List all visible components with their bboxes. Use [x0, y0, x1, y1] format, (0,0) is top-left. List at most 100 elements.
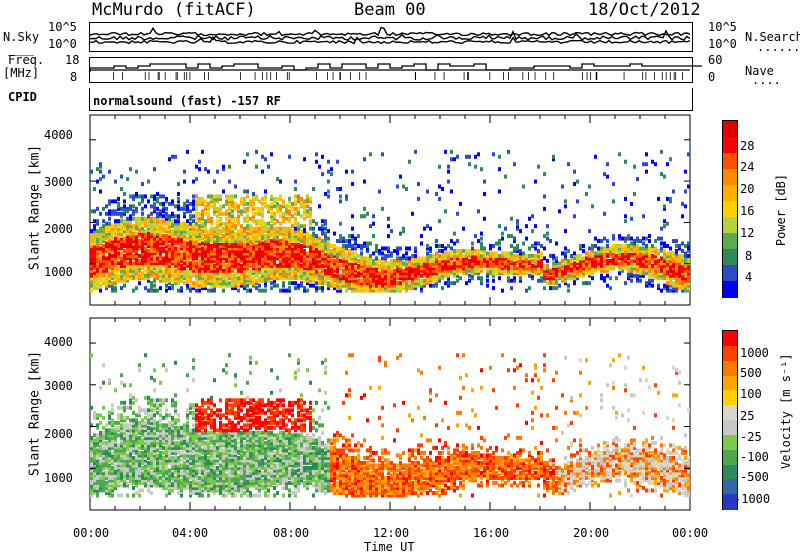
power-cell — [147, 268, 150, 273]
power-cell — [363, 179, 366, 184]
power-cell — [123, 191, 126, 196]
power-cell — [327, 273, 330, 278]
power-cell — [153, 221, 156, 226]
power-cell — [357, 266, 360, 271]
velocity-cell — [126, 473, 129, 478]
power-cell — [639, 263, 642, 268]
power-cell — [288, 261, 291, 266]
power-cell — [570, 261, 573, 266]
power-cell — [273, 236, 276, 241]
power-cell — [579, 244, 582, 248]
power-cell — [327, 194, 330, 199]
power-cell — [477, 266, 480, 271]
power-cell — [270, 226, 273, 231]
power-cell — [120, 234, 123, 239]
power-cell — [624, 261, 627, 266]
power-cell — [105, 263, 108, 268]
power-cell — [261, 226, 264, 231]
velocity-cell — [162, 400, 165, 405]
velocity-cell — [135, 443, 138, 448]
velocity-cell — [159, 430, 162, 435]
power-cell — [456, 258, 459, 263]
power-cell — [228, 251, 231, 256]
power-cell — [519, 261, 522, 266]
power-cell — [480, 281, 483, 286]
power-cell — [681, 273, 684, 278]
power-cell — [126, 231, 129, 236]
power-cell — [561, 266, 564, 271]
power-cell — [228, 164, 231, 169]
power-cell — [204, 244, 207, 248]
power-cell — [306, 266, 309, 271]
power-cell — [582, 266, 585, 271]
power-cell — [96, 253, 99, 258]
velocity-cell — [168, 478, 171, 483]
power-cell — [165, 246, 168, 251]
power-cell — [165, 214, 168, 219]
velocity-cell — [114, 485, 117, 490]
velocity-cell — [102, 363, 105, 368]
power-cell — [576, 268, 579, 273]
power-cell — [468, 251, 471, 256]
power-cell — [150, 241, 153, 246]
power-cell — [165, 226, 168, 231]
power-cell — [294, 256, 297, 261]
power-cell — [159, 211, 162, 216]
power-cell — [285, 241, 288, 246]
power-cell — [129, 263, 132, 268]
velocity-cell — [147, 473, 150, 478]
power-cell — [435, 256, 438, 261]
power-cell — [687, 248, 690, 253]
velocity-cell — [168, 453, 171, 458]
velocity-cell — [144, 453, 147, 458]
power-cell — [336, 256, 339, 261]
power-cell — [642, 258, 645, 263]
velocity-cell — [123, 480, 126, 485]
power-cell — [159, 224, 162, 229]
power-cell — [228, 256, 231, 261]
power-cell — [96, 206, 99, 211]
power-cell — [201, 209, 204, 214]
power-cell — [447, 278, 450, 283]
power-cell — [495, 258, 498, 263]
power-cell — [270, 201, 273, 206]
power-cell — [426, 276, 429, 281]
velocity-cell — [111, 468, 114, 473]
velocity-cell — [159, 483, 162, 488]
power-cell — [210, 221, 213, 226]
power-cell — [363, 214, 366, 219]
power-cell — [123, 266, 126, 271]
power-cell — [183, 234, 186, 239]
power-cell — [144, 236, 147, 241]
power-cell — [231, 253, 234, 258]
power-cell — [114, 281, 117, 286]
power-cell — [156, 256, 159, 261]
power-cell — [252, 248, 255, 253]
power-cell — [180, 221, 183, 226]
velocity-cell — [150, 453, 153, 458]
power-cell — [252, 281, 255, 286]
power-cell — [498, 256, 501, 261]
power-cell — [495, 256, 498, 261]
power-cell — [243, 206, 246, 211]
power-cell — [291, 273, 294, 278]
power-cell — [294, 236, 297, 241]
power-cell — [114, 224, 117, 229]
power-cell — [627, 266, 630, 271]
power-cell — [252, 231, 255, 236]
power-cell — [117, 201, 120, 206]
power-cell — [441, 276, 444, 281]
power-cell — [372, 278, 375, 283]
power-cell — [243, 261, 246, 266]
power-cell — [279, 244, 282, 248]
power-cell — [438, 268, 441, 273]
power-cell — [360, 244, 363, 248]
power-cell — [123, 258, 126, 263]
power-cell — [633, 263, 636, 268]
power-cell — [546, 268, 549, 273]
power-cell — [102, 246, 105, 251]
velocity-cell — [126, 428, 129, 433]
power-cell — [474, 271, 477, 276]
power-cell — [219, 248, 222, 253]
power-cell — [159, 229, 162, 234]
